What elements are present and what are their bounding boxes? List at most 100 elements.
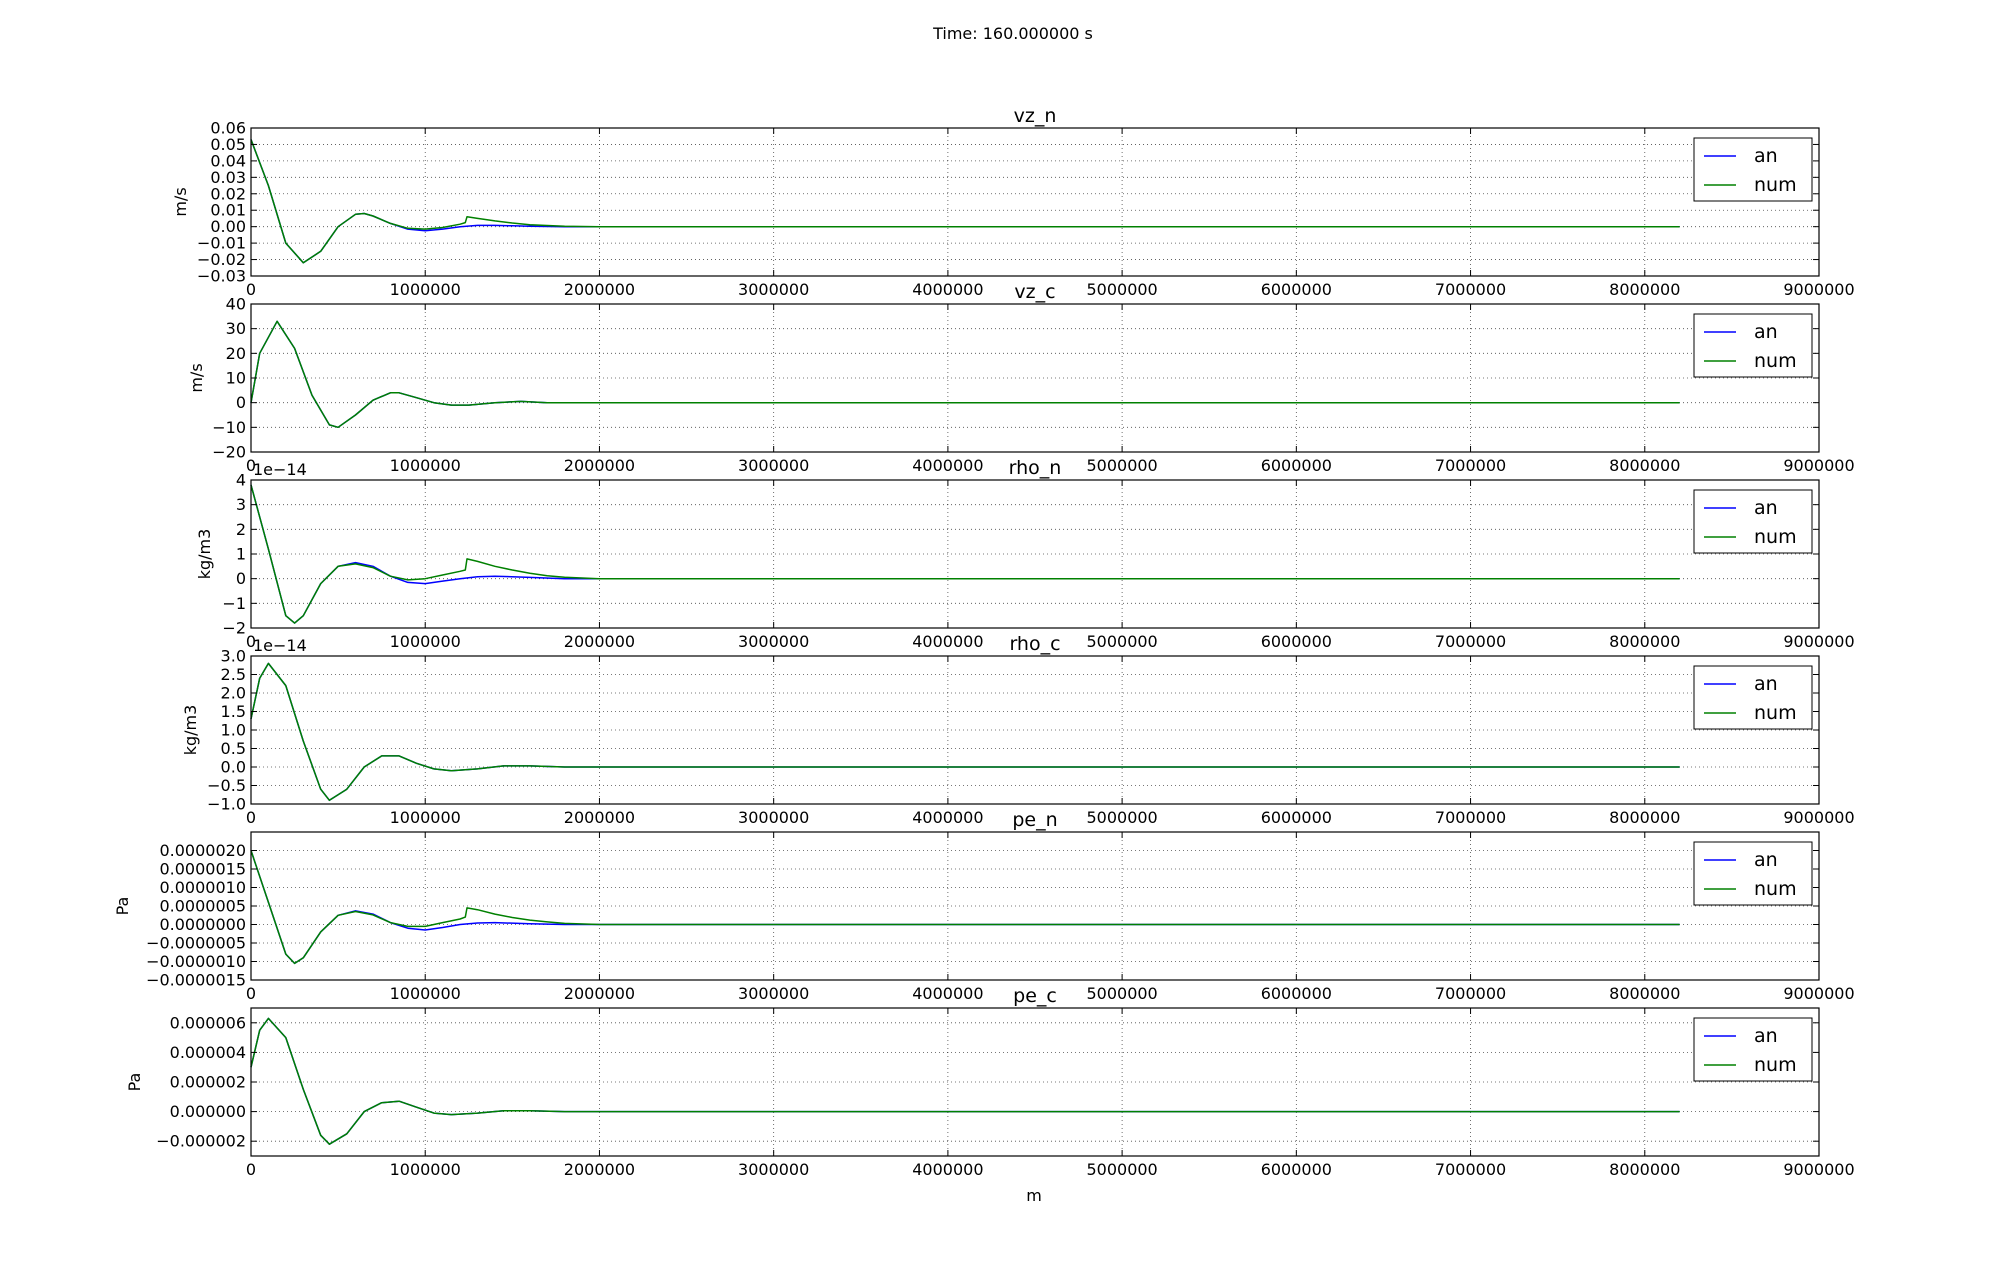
x-tick-label: 3000000	[738, 808, 809, 827]
legend-box	[1693, 313, 1813, 378]
x-tick-label: 3000000	[738, 1160, 809, 1179]
y-tick-label: 0.03	[210, 168, 246, 187]
figure-suptitle: Time: 160.000000 s	[932, 24, 1093, 43]
x-tick-label: 2000000	[564, 280, 635, 299]
y-tick-label: 0.000002	[170, 1073, 246, 1092]
subplot-rho-n: 0 1000000 2000000 3000000 4000000 5000000 6000…	[195, 457, 1855, 651]
y-tick-label: −0.000002	[156, 1132, 246, 1151]
subplot-title: vz_c	[1014, 281, 1055, 303]
x-tick-label: 5000000	[1086, 1160, 1157, 1179]
series-line-num	[250, 662, 1680, 802]
y-tick-label: −10	[212, 418, 246, 437]
x-tick-label: 6000000	[1261, 280, 1332, 299]
legend-box	[1693, 137, 1813, 202]
legend-label-an: an	[1754, 321, 1778, 343]
y-tick-label: 2	[236, 520, 246, 539]
y-tick-label: −0.03	[197, 267, 246, 286]
legend-label-num: num	[1754, 702, 1797, 724]
x-tick-label: 3000000	[738, 632, 809, 651]
legend-box	[1693, 1017, 1813, 1082]
legend-label-an: an	[1754, 497, 1778, 519]
series-line-num	[250, 1017, 1680, 1145]
legend: an num	[1693, 1017, 1813, 1082]
x-tick-label: 9000000	[1783, 808, 1854, 827]
subplot-pe-n: 0 1000000 2000000 3000000 4000000 5000000 6000…	[113, 809, 1855, 1003]
x-tick-label: 7000000	[1435, 280, 1506, 299]
y-tick-label: 0.000004	[170, 1043, 246, 1062]
y-tick-label: 0.0000010	[159, 878, 246, 897]
y-tick-label: 1.5	[221, 702, 246, 721]
y-tick-label: −1	[222, 594, 246, 613]
x-tick-label: 9000000	[1783, 632, 1854, 651]
y-tick-label: 1	[236, 545, 246, 564]
y-tick-label: 0.000000	[170, 1102, 246, 1121]
x-tick-label: 5000000	[1086, 456, 1157, 475]
x-tick-label: 5000000	[1086, 280, 1157, 299]
y-tick-label: 4	[236, 471, 246, 490]
x-tick-label: 8000000	[1609, 984, 1680, 1003]
y-tick-label: 0.000006	[170, 1013, 246, 1032]
x-tick-label: 5000000	[1086, 632, 1157, 651]
y-axis-label: kg/m3	[181, 705, 200, 756]
subplot-title: pe_n	[1012, 809, 1057, 831]
x-tick-label: 8000000	[1609, 808, 1680, 827]
y-tick-label: 0	[236, 569, 246, 588]
subplot-title: pe_c	[1013, 985, 1057, 1007]
x-tick-label: 4000000	[912, 280, 983, 299]
subplot-vz-c: 0 1000000 2000000 3000000 4000000 5000000 6000…	[187, 281, 1855, 475]
y-tick-label: −0.02	[197, 250, 246, 269]
x-tick-label: 4000000	[912, 456, 983, 475]
y-tick-label: 10	[226, 369, 246, 388]
y-tick-label: −1.0	[207, 795, 246, 814]
y-axis-label: Pa	[113, 897, 132, 916]
y-tick-label: 0.00	[210, 217, 246, 236]
x-tick-label: 5000000	[1086, 808, 1157, 827]
subplot-title: rho_n	[1009, 457, 1062, 479]
x-tick-label: 2000000	[564, 632, 635, 651]
y-tick-label: 0.0000005	[159, 897, 246, 916]
y-axis-label: Pa	[125, 1073, 144, 1092]
subplot-rho-c: 0 1000000 2000000 3000000 4000000 5000000 6000…	[181, 633, 1855, 827]
y-tick-label: 0.5	[221, 739, 246, 758]
x-tick-label: 6000000	[1261, 632, 1332, 651]
x-tick-label: 6000000	[1261, 808, 1332, 827]
x-tick-label: 9000000	[1783, 984, 1854, 1003]
y-tick-label: −2	[222, 619, 246, 638]
x-tick-label: 0	[246, 808, 256, 827]
x-tick-label: 7000000	[1435, 632, 1506, 651]
y-tick-label: 0.0	[221, 758, 246, 777]
plot-area	[251, 128, 1819, 276]
y-tick-label: −0.0000010	[146, 952, 246, 971]
y-tick-label: −0.0000015	[146, 971, 246, 990]
y-tick-label: −20	[212, 443, 246, 462]
x-tick-label: 2000000	[564, 984, 635, 1003]
x-tick-label: 2000000	[564, 808, 635, 827]
y-tick-label: 30	[226, 319, 246, 338]
legend-label-num: num	[1754, 174, 1797, 196]
x-tick-label: 2000000	[564, 456, 635, 475]
y-tick-label: 20	[226, 344, 246, 363]
y-tick-label: 0.0000020	[159, 841, 246, 860]
x-tick-label: 7000000	[1435, 808, 1506, 827]
axes-frame	[250, 127, 1820, 277]
subplot-grid: 0 1000000 2000000 3000000 4000000 5000000 6000…	[113, 105, 1855, 1179]
y-tick-label: −0.5	[207, 776, 246, 795]
series-line-num	[250, 850, 1680, 965]
x-tick-label: 6000000	[1261, 984, 1332, 1003]
legend-label-an: an	[1754, 145, 1778, 167]
y-tick-label: 0.0000000	[159, 915, 246, 934]
legend: an num	[1693, 841, 1813, 906]
x-tick-label: 1000000	[390, 456, 461, 475]
x-tick-label: 7000000	[1435, 456, 1506, 475]
x-tick-label: 1000000	[390, 632, 461, 651]
y-axis-label: kg/m3	[195, 529, 214, 580]
y-axis-label: m/s	[187, 363, 206, 392]
x-tick-label: 3000000	[738, 280, 809, 299]
y-tick-label: 3	[236, 495, 246, 514]
x-tick-label: 7000000	[1435, 1160, 1506, 1179]
series-line-num	[250, 139, 1680, 264]
y-offset-text: 1e−14	[253, 460, 307, 479]
y-tick-label: 0.0000015	[159, 860, 246, 879]
legend-label-num: num	[1754, 350, 1797, 372]
